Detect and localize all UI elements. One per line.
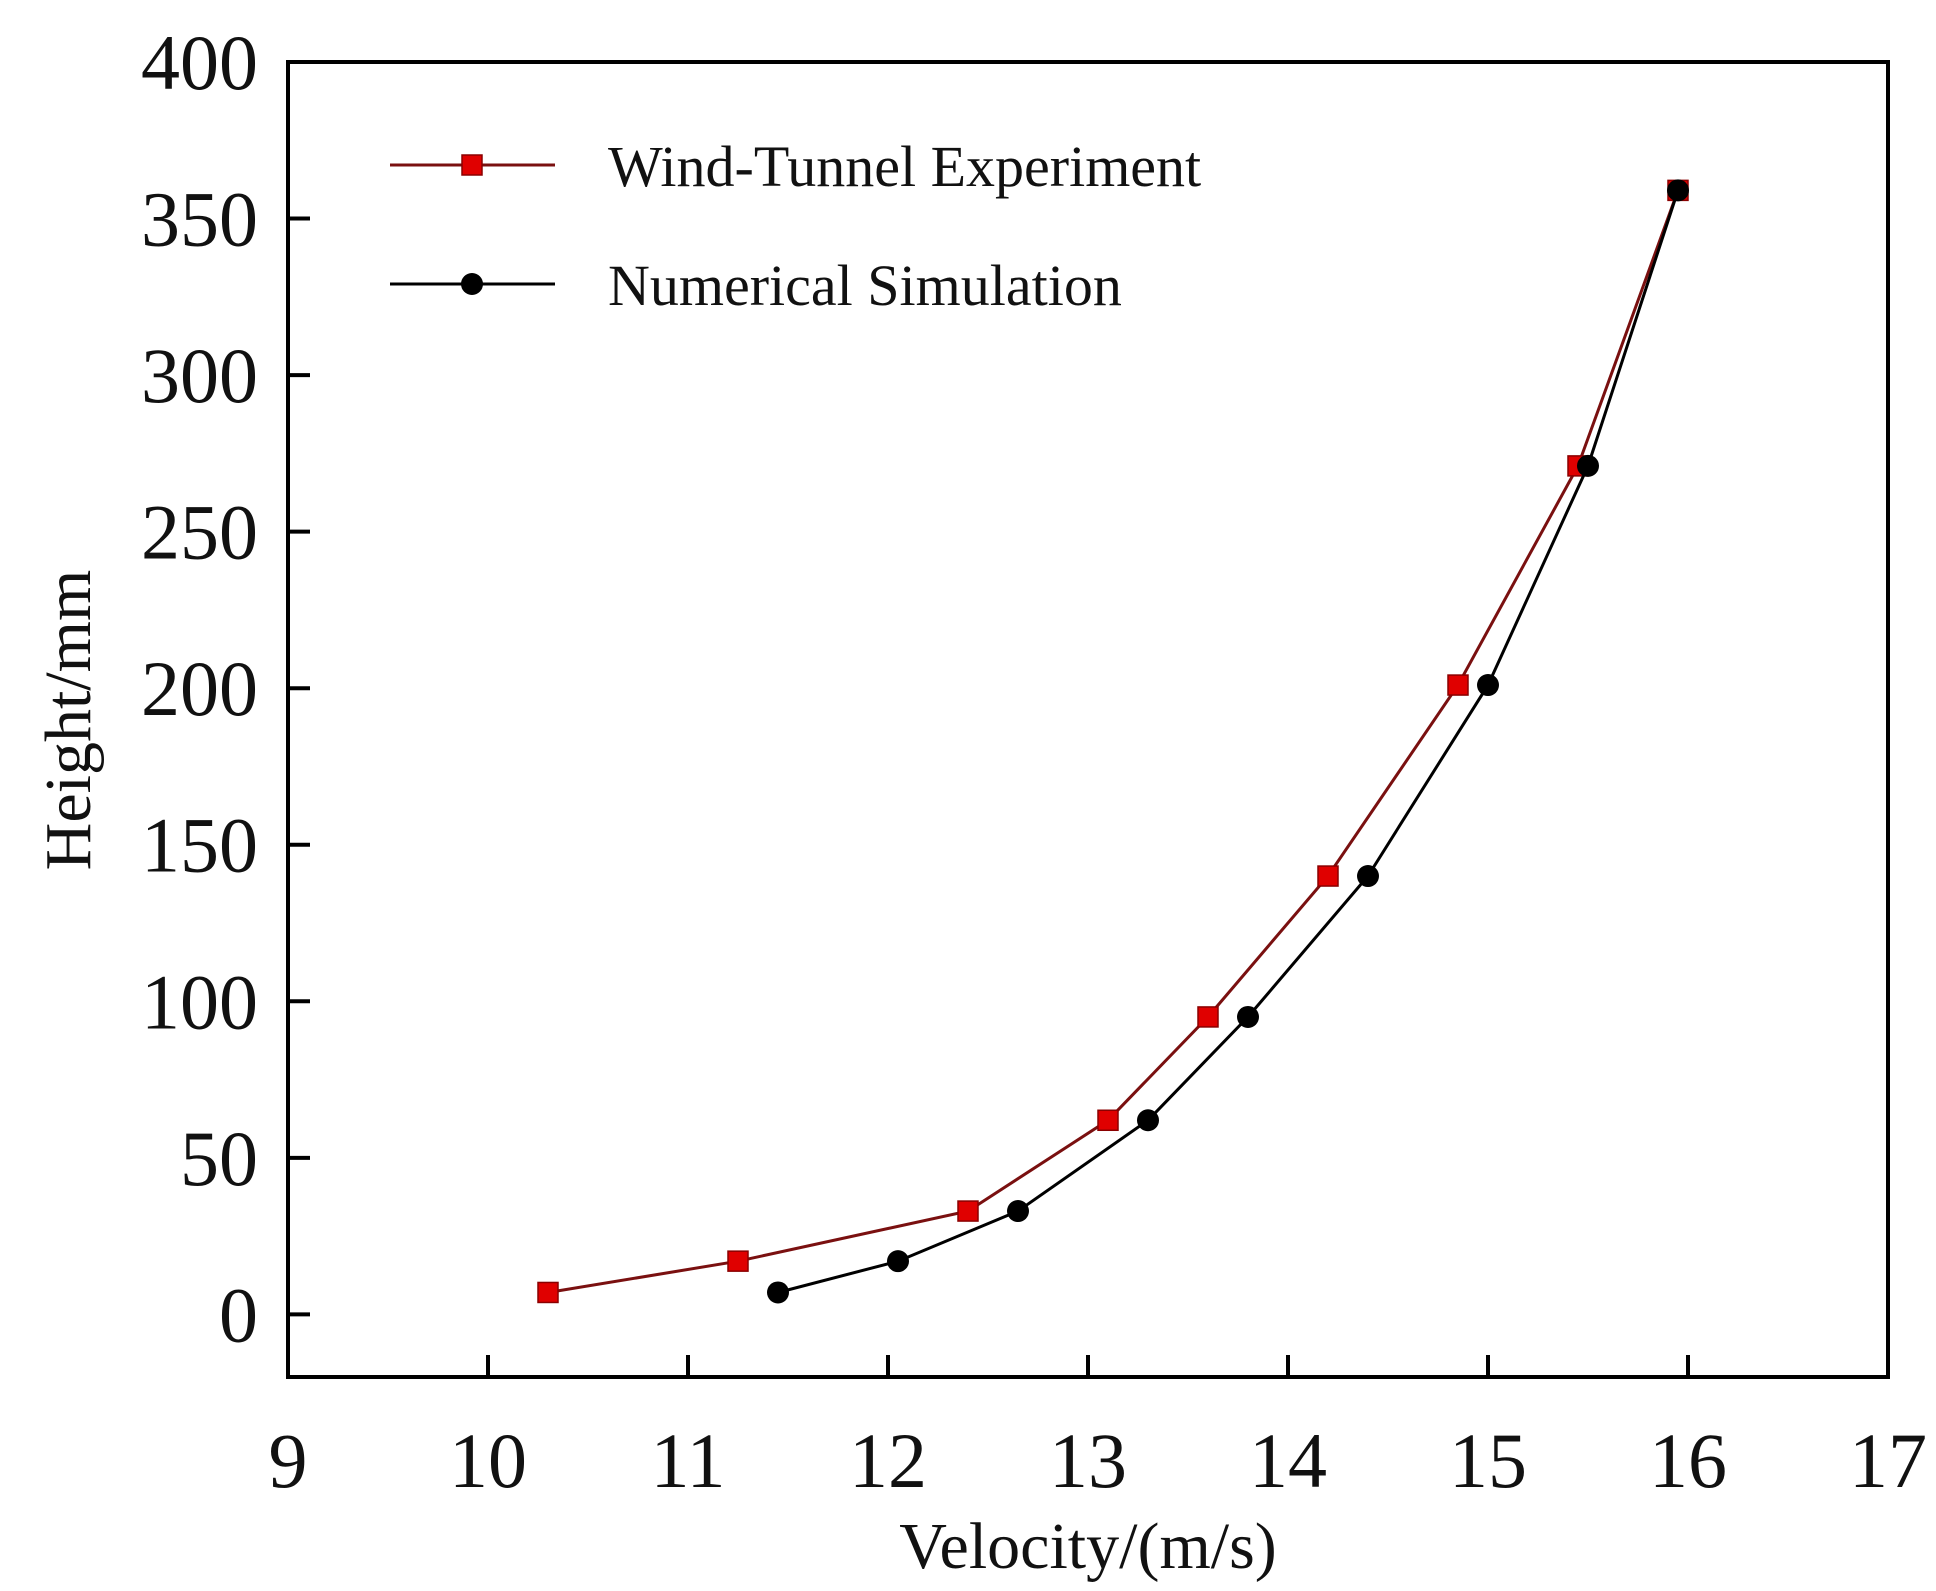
x-tick-label: 10 <box>449 1417 527 1504</box>
legend-label-wind-tunnel: Wind-Tunnel Experiment <box>608 134 1201 199</box>
x-axis: 9 10 11 12 13 14 15 16 17 <box>269 1355 1927 1504</box>
y-tick-label: 250 <box>141 489 258 576</box>
x-tick-label: 9 <box>269 1417 308 1504</box>
data-point <box>1447 674 1469 696</box>
x-tick-label: 16 <box>1649 1417 1727 1504</box>
data-point <box>767 1281 789 1304</box>
series-wind-tunnel-experiment <box>537 179 1689 1304</box>
series-numerical-simulation <box>767 179 1689 1304</box>
x-tick-label: 13 <box>1049 1417 1127 1504</box>
series-layer <box>537 179 1689 1304</box>
data-point <box>727 1250 749 1272</box>
data-point <box>1197 1006 1219 1028</box>
y-tick-label: 100 <box>141 958 258 1045</box>
legend-marker-numerical <box>461 273 483 295</box>
data-point <box>1007 1200 1029 1223</box>
y-axis: 0 50 100 150 200 250 300 350 400 <box>141 19 310 1358</box>
y-tick-label: 400 <box>141 19 258 106</box>
legend-label-numerical: Numerical Simulation <box>608 253 1122 318</box>
data-point <box>1317 865 1339 887</box>
series-line <box>777 189 1680 1294</box>
y-tick-label: 0 <box>219 1271 258 1358</box>
y-tick-label: 150 <box>141 802 258 889</box>
legend-marker-wind-tunnel <box>461 154 483 176</box>
data-point <box>1477 674 1499 697</box>
x-tick-label: 12 <box>849 1417 927 1504</box>
y-tick-label: 200 <box>141 645 258 732</box>
y-tick-label: 300 <box>141 332 258 419</box>
data-point <box>1097 1109 1119 1132</box>
x-axis-title: Velocity/(m/s) <box>899 1510 1277 1583</box>
x-tick-label: 11 <box>650 1417 725 1504</box>
x-tick-label: 17 <box>1849 1417 1927 1504</box>
y-axis-title: Height/mm <box>32 570 105 871</box>
data-point <box>537 1281 559 1304</box>
data-point <box>957 1200 979 1222</box>
y-tick-label: 50 <box>180 1115 258 1202</box>
data-point <box>1237 1005 1259 1028</box>
data-point <box>1667 179 1689 202</box>
data-point <box>1137 1109 1159 1132</box>
y-tick-label: 350 <box>141 176 258 263</box>
data-point <box>1577 454 1599 477</box>
data-point <box>1357 865 1379 888</box>
legend: Wind-Tunnel Experiment Numerical Simulat… <box>390 134 1201 318</box>
x-tick-label: 15 <box>1449 1417 1527 1504</box>
x-tick-label: 14 <box>1249 1417 1327 1504</box>
data-point <box>887 1250 909 1273</box>
